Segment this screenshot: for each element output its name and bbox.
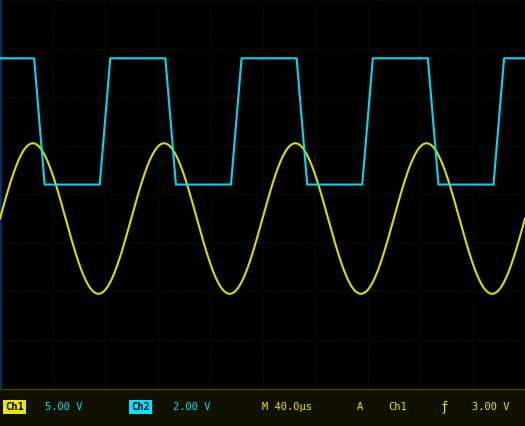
Text: 3.00 V: 3.00 V (472, 402, 510, 412)
Text: Ch2: Ch2 (131, 402, 150, 412)
Text: M 40.0μs: M 40.0μs (262, 402, 312, 412)
Text: Ch1: Ch1 (5, 402, 24, 412)
Text: 2.00 V: 2.00 V (173, 402, 211, 412)
Text: ƒ: ƒ (441, 401, 448, 414)
Text: A: A (357, 402, 363, 412)
Text: 5.00 V: 5.00 V (45, 402, 82, 412)
Text: Ch1: Ch1 (388, 402, 407, 412)
